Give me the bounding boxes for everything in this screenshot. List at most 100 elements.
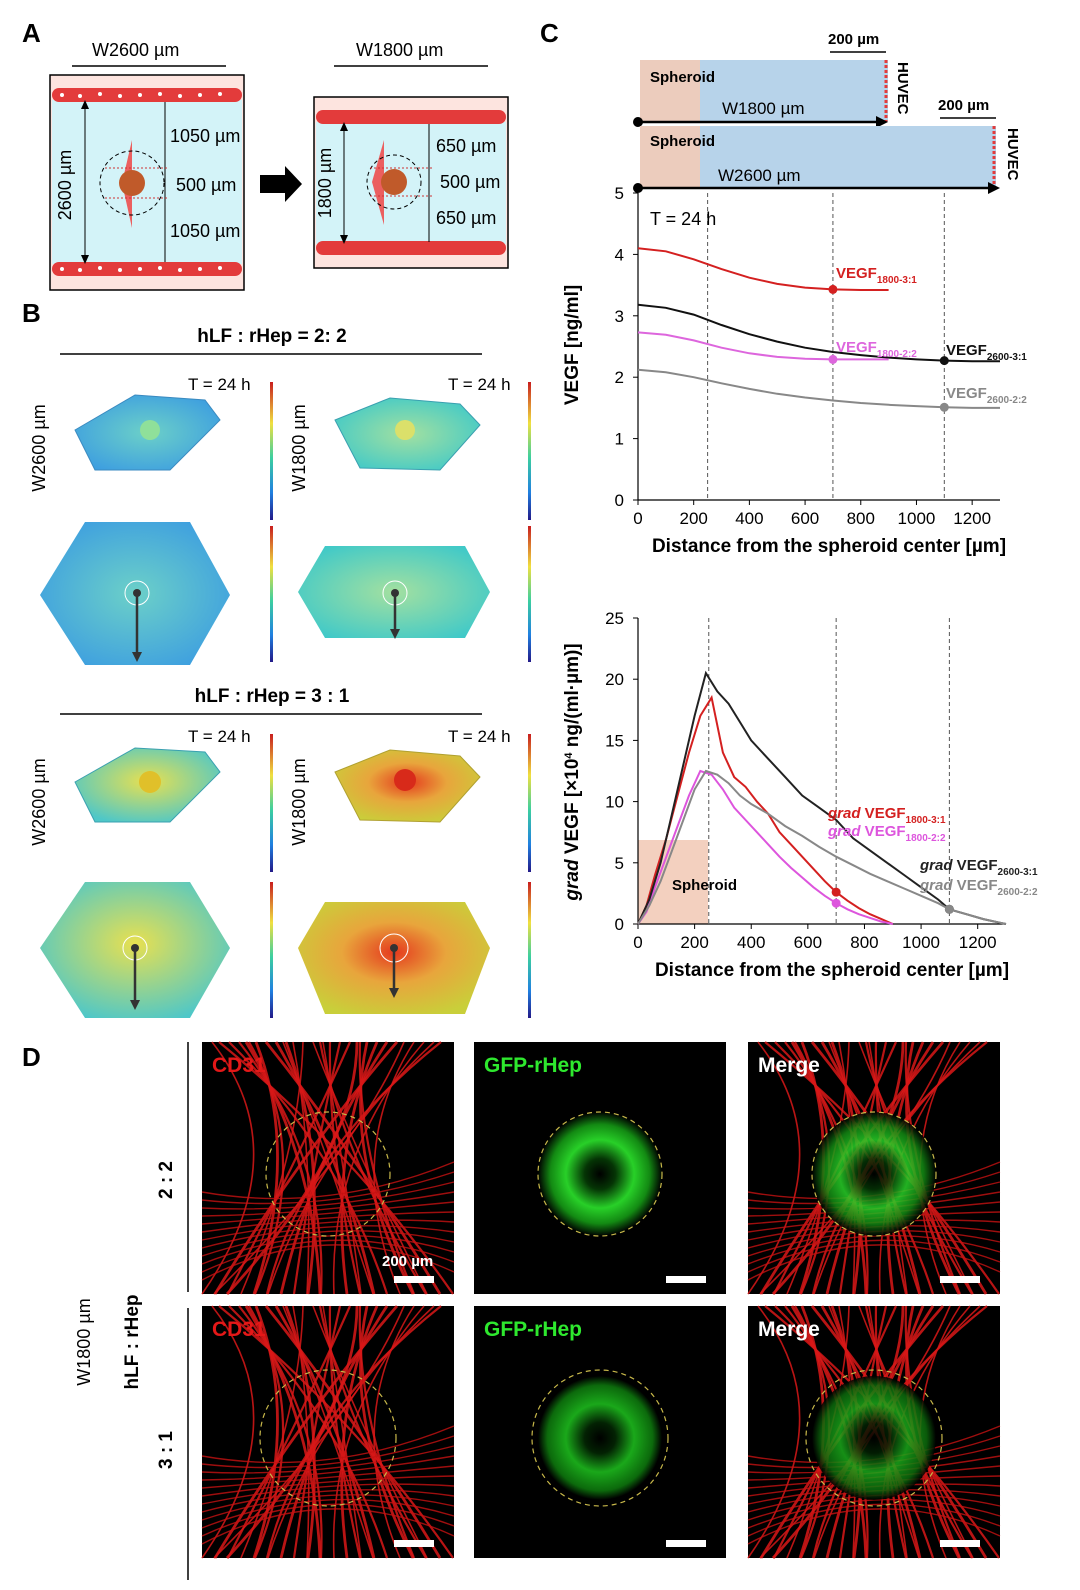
- ratio-2-2-title: hLF : rHep = 2: 2: [197, 326, 346, 347]
- spheroid-outline: [531, 1369, 669, 1507]
- series-marker-2: [828, 354, 838, 364]
- top-endothelium: [52, 88, 242, 102]
- series-line-0: [637, 694, 894, 925]
- micrograph-cd31-3-1: CD31: [201, 1305, 455, 1559]
- width-label: W1800 µm: [74, 1298, 94, 1385]
- series-label-2: grad VEGF2600-3:1: [919, 857, 1038, 878]
- time-label: T = 24 h: [188, 375, 251, 394]
- sim-3d-w1800-2-2: T = 24 h W1800 µm: [289, 375, 531, 520]
- micrograph-merge-2-2: Merge: [747, 1041, 1001, 1295]
- y-tick-label: 4: [615, 245, 624, 264]
- channel-label-cd31: CD31: [212, 1054, 266, 1077]
- channel-label-gfp: GFP-rHep: [484, 1318, 582, 1341]
- series-line-2: [637, 670, 1007, 925]
- narrow-chamber-title: W1800 µm: [356, 40, 443, 60]
- group-label: hLF : rHep: [122, 1295, 143, 1390]
- x-tick-label: 1200: [959, 933, 997, 952]
- scale-bar: [666, 1540, 706, 1547]
- series-marker-0: [831, 887, 841, 897]
- micrograph-cd31-2-2: CD31 200 µm: [201, 1041, 455, 1295]
- transition-arrow-icon: [260, 166, 302, 202]
- series-line-1: [637, 303, 1000, 363]
- x-tick-label: 200: [680, 933, 708, 952]
- vegf-gradient-chart: Spheroid 0 200 400 600 800 1000 1200 0 5 10 15 20 25 D…: [562, 609, 1038, 981]
- y-tick-label: 5: [615, 854, 624, 873]
- micrograph-gfp-2-2: GFP-rHep: [474, 1042, 726, 1294]
- channel-w1800: Spheroid W1800 µm HUVEC 200 µm: [633, 31, 911, 128]
- scale-bar: [940, 1276, 980, 1283]
- x-tick-label: 200: [680, 509, 708, 528]
- channel-width-label: W2600 µm: [718, 166, 801, 185]
- x-tick-label: 400: [735, 509, 763, 528]
- channel-label-merge: Merge: [758, 1318, 820, 1341]
- row-label-w2600: W2600 µm: [29, 758, 49, 845]
- y-axis-label: grad VEGF [×104 ng/(ml·µm)]: [562, 643, 583, 901]
- time-label: T = 24 h: [448, 375, 511, 394]
- spheroid-outline: [265, 1111, 391, 1237]
- wide-chamber-title: W2600 µm: [92, 40, 179, 60]
- series-label-0: VEGF1800-3:1: [836, 265, 917, 286]
- wide-mid-gap: 500 µm: [176, 175, 236, 195]
- panel-a: A W2600 µm 2600 µm 1050 µm 500 µm 1050 µ…: [22, 18, 509, 291]
- huvec-label: HUVEC: [1004, 128, 1021, 181]
- sim-2d-w1800-2-2: [298, 526, 531, 662]
- channel-w2600: Spheroid W2600 µm HUVEC 200 µm: [633, 97, 1021, 194]
- x-axis-label: Distance from the spheroid center [µm]: [652, 536, 1006, 557]
- row-label-w2600: W2600 µm: [29, 404, 49, 491]
- spheroid-outline: [259, 1369, 397, 1507]
- spheroid-label: Spheroid: [650, 133, 715, 150]
- panel-d: D W1800 µm hLF : rHep 2 : 2 3 : 1 CD31 20…: [0, 1030, 1080, 1590]
- y-tick-label: 3: [615, 307, 624, 326]
- series-label-3: grad VEGF2600-2:2: [919, 877, 1038, 898]
- spheroid-outline: [805, 1369, 943, 1507]
- narrow-bottom-gap: 650 µm: [436, 208, 496, 228]
- x-tick-label: 1000: [898, 509, 936, 528]
- scale-bar: [394, 1276, 434, 1283]
- series-line-2: [637, 331, 889, 361]
- sim-3d-w2600-2-2: T = 24 h W2600 µm: [29, 375, 273, 520]
- x-tick-label: 600: [791, 509, 819, 528]
- sim-2d-w1800-3-1: [298, 882, 531, 1018]
- time-label: T = 24 h: [448, 727, 511, 746]
- spheroid-icon: [119, 170, 145, 196]
- vegf-concentration-chart: 0 200 400 600 800 1000 1200 0 1 2 3 4 5 Distance from…: [562, 184, 1027, 557]
- x-tick-label: 800: [850, 933, 878, 952]
- time-label: T = 24 h: [188, 727, 251, 746]
- x-tick-label: 1200: [953, 509, 991, 528]
- series-label-0: grad VEGF1800-3:1: [827, 805, 946, 826]
- series-marker-1: [831, 898, 841, 908]
- series-label-2: VEGF1800-2:2: [836, 339, 917, 360]
- panel-b: B hLF : rHep = 2: 2 hLF : rHep = 3 : 1 T…: [22, 300, 531, 1018]
- panel-letter-c: C: [540, 18, 559, 48]
- scale-bar: [394, 1540, 434, 1547]
- scale-bar: [940, 1540, 980, 1547]
- y-tick-label: 20: [605, 670, 624, 689]
- narrow-height-label: 1800 µm: [315, 148, 335, 218]
- panel-letter-d: D: [22, 1042, 41, 1072]
- sim-2d-w2600-2-2: [40, 522, 273, 665]
- narrow-top-gap: 650 µm: [436, 136, 496, 156]
- panel-c: C Spheroid W1800 µm HUVEC 200 µm Spheroi…: [540, 18, 1038, 981]
- sim-3d-w2600-3-1: T = 24 h W2600 µm: [29, 727, 273, 872]
- spheroid-label: Spheroid: [650, 69, 715, 86]
- series-label-1: grad VEGF1800-2:2: [827, 823, 946, 844]
- series-marker-1: [939, 356, 949, 366]
- series-marker-0: [828, 284, 838, 294]
- channel-label-merge: Merge: [758, 1054, 820, 1077]
- x-tick-label: 400: [737, 933, 765, 952]
- bottom-endothelium: [52, 262, 242, 276]
- x-tick-label: 0: [633, 933, 642, 952]
- x-tick-label: 600: [794, 933, 822, 952]
- spheroid-outline: [811, 1111, 937, 1237]
- series-marker-3: [939, 402, 949, 412]
- y-axis-label: VEGF [ng/ml]: [562, 285, 583, 405]
- sim-2d-w2600-3-1: [40, 882, 273, 1018]
- panel-letter-b: B: [22, 300, 41, 328]
- channel-label-cd31: CD31: [212, 1318, 266, 1341]
- y-tick-label: 0: [615, 491, 624, 510]
- wide-top-gap: 1050 µm: [170, 126, 240, 146]
- series-line-0: [637, 247, 889, 291]
- micrograph-gfp-3-1: GFP-rHep: [474, 1306, 726, 1558]
- y-tick-label: 15: [605, 731, 624, 750]
- distance-label: 200 µm: [938, 97, 989, 114]
